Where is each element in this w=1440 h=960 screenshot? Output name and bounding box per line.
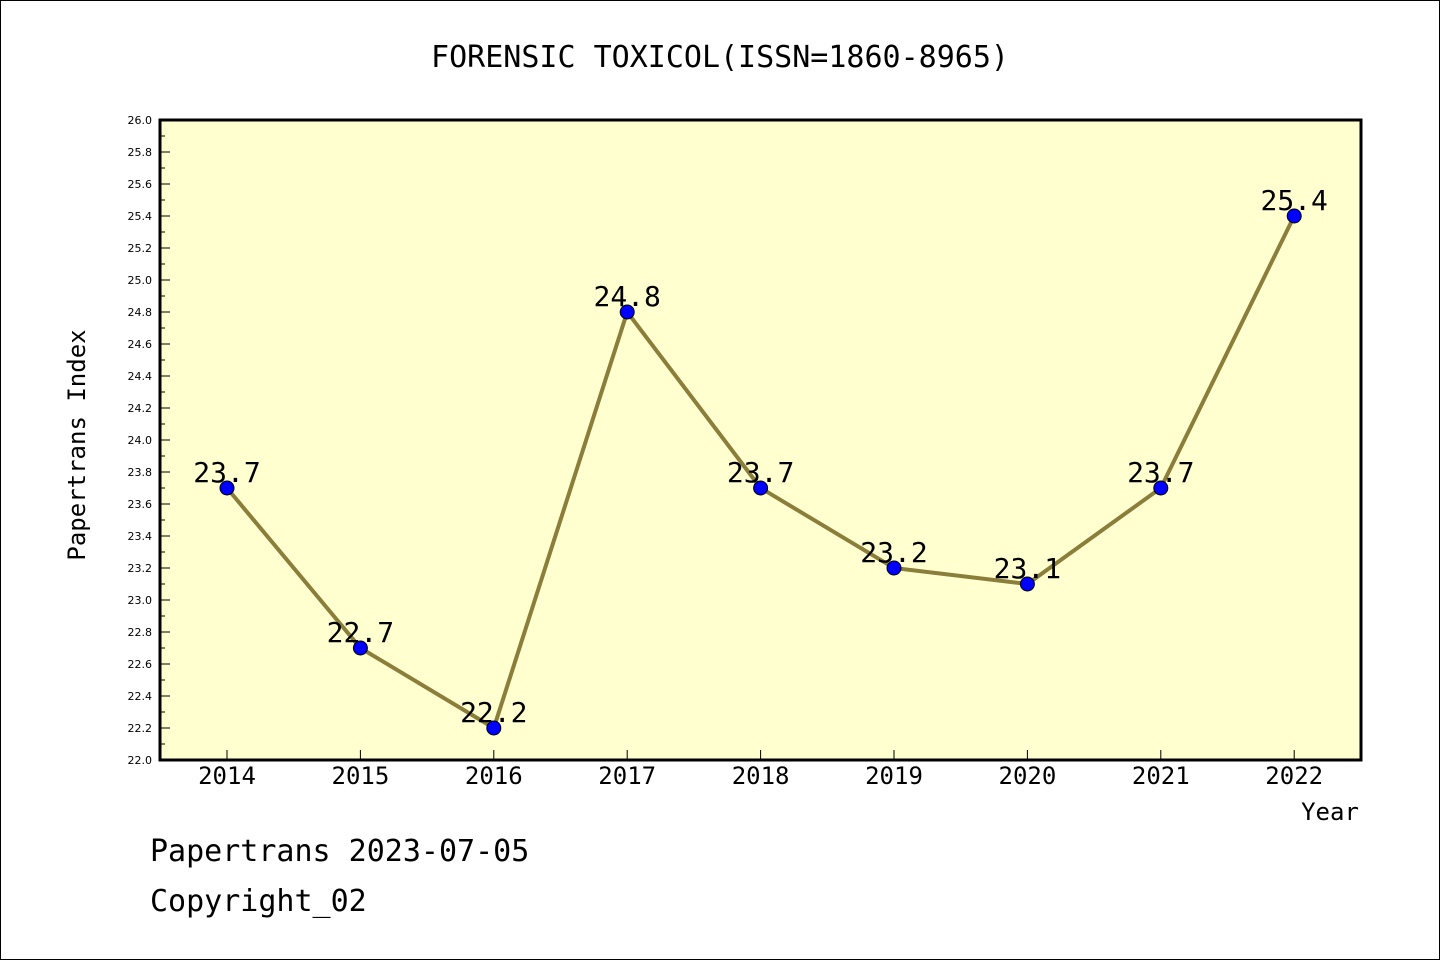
y-tick-label: 24.8 bbox=[128, 306, 153, 319]
data-label: 23.7 bbox=[1127, 456, 1194, 489]
x-tick-label: 2020 bbox=[999, 762, 1057, 790]
y-tick-label: 24.4 bbox=[128, 370, 153, 383]
y-tick-label: 22.4 bbox=[128, 690, 153, 703]
data-label: 23.2 bbox=[860, 536, 927, 569]
x-tick-label: 2015 bbox=[332, 762, 390, 790]
y-tick-label: 25.8 bbox=[128, 146, 153, 159]
y-axis: 22.0 22.2 22.4 22.6 22.8 23.0 23.2 23.4 23.6 23.8… bbox=[128, 114, 170, 767]
data-point bbox=[219, 480, 235, 496]
x-tick-label: 2014 bbox=[198, 762, 256, 790]
y-tick-label: 22.6 bbox=[128, 658, 153, 671]
data-point bbox=[619, 304, 635, 320]
y-axis-label: Papertrans Index bbox=[63, 329, 91, 560]
y-tick-label: 23.0 bbox=[128, 594, 153, 607]
y-tick-label: 25.2 bbox=[128, 242, 153, 255]
y-tick-label: 22.2 bbox=[128, 722, 153, 735]
x-tick-label: 2018 bbox=[732, 762, 790, 790]
y-tick-label: 23.4 bbox=[128, 530, 153, 543]
plot-area bbox=[160, 120, 1361, 760]
data-label: 25.4 bbox=[1260, 184, 1327, 217]
data-point bbox=[753, 480, 769, 496]
data-point bbox=[1286, 208, 1302, 224]
y-tick-label: 24.6 bbox=[128, 338, 153, 351]
data-label: 22.2 bbox=[460, 696, 527, 729]
data-point bbox=[1019, 576, 1035, 592]
x-tick-label: 2022 bbox=[1265, 762, 1323, 790]
data-label: 23.1 bbox=[994, 552, 1061, 585]
x-tick-label: 2016 bbox=[465, 762, 523, 790]
y-tick-label: 23.6 bbox=[128, 498, 153, 511]
plot-border bbox=[158, 118, 1363, 762]
x-axis: 2014 2015 2016 2017 2018 2019 2020 2021 2022 bbox=[198, 750, 1323, 790]
y-tick-label: 26.0 bbox=[128, 114, 153, 127]
y-tick-label: 25.0 bbox=[128, 274, 153, 287]
footer-date: Papertrans 2023-07-05 bbox=[150, 834, 530, 869]
series-line-group: 23.7 22.7 22.2 24.8 23.7 23.2 23.1 23.7 25.4 bbox=[193, 184, 1328, 736]
y-tick-label: 23.8 bbox=[128, 466, 153, 479]
y-tick-label: 22.8 bbox=[128, 626, 153, 639]
data-point bbox=[1153, 480, 1169, 496]
data-label: 23.7 bbox=[727, 456, 794, 489]
y-tick-label: 24.0 bbox=[128, 434, 153, 447]
y-tick-label: 22.0 bbox=[128, 754, 153, 767]
data-label: 24.8 bbox=[593, 280, 660, 313]
footer-copyright: Copyright_02 bbox=[150, 884, 367, 919]
x-tick-label: 2017 bbox=[598, 762, 656, 790]
data-label: 23.7 bbox=[193, 456, 260, 489]
x-tick-label: 2021 bbox=[1132, 762, 1190, 790]
y-tick-label: 25.4 bbox=[128, 210, 153, 223]
x-tick-label: 2019 bbox=[865, 762, 923, 790]
y-tick-label: 25.6 bbox=[128, 178, 153, 191]
y-tick-label: 24.2 bbox=[128, 402, 153, 415]
data-point bbox=[486, 720, 502, 736]
chart-title: FORENSIC TOXICOL(ISSN=1860-8965) bbox=[431, 40, 1009, 75]
data-label: 22.7 bbox=[327, 616, 394, 649]
x-axis-label: Year bbox=[1301, 798, 1359, 826]
data-point bbox=[886, 560, 902, 576]
y-tick-label: 23.2 bbox=[128, 562, 153, 575]
data-point bbox=[352, 640, 368, 656]
